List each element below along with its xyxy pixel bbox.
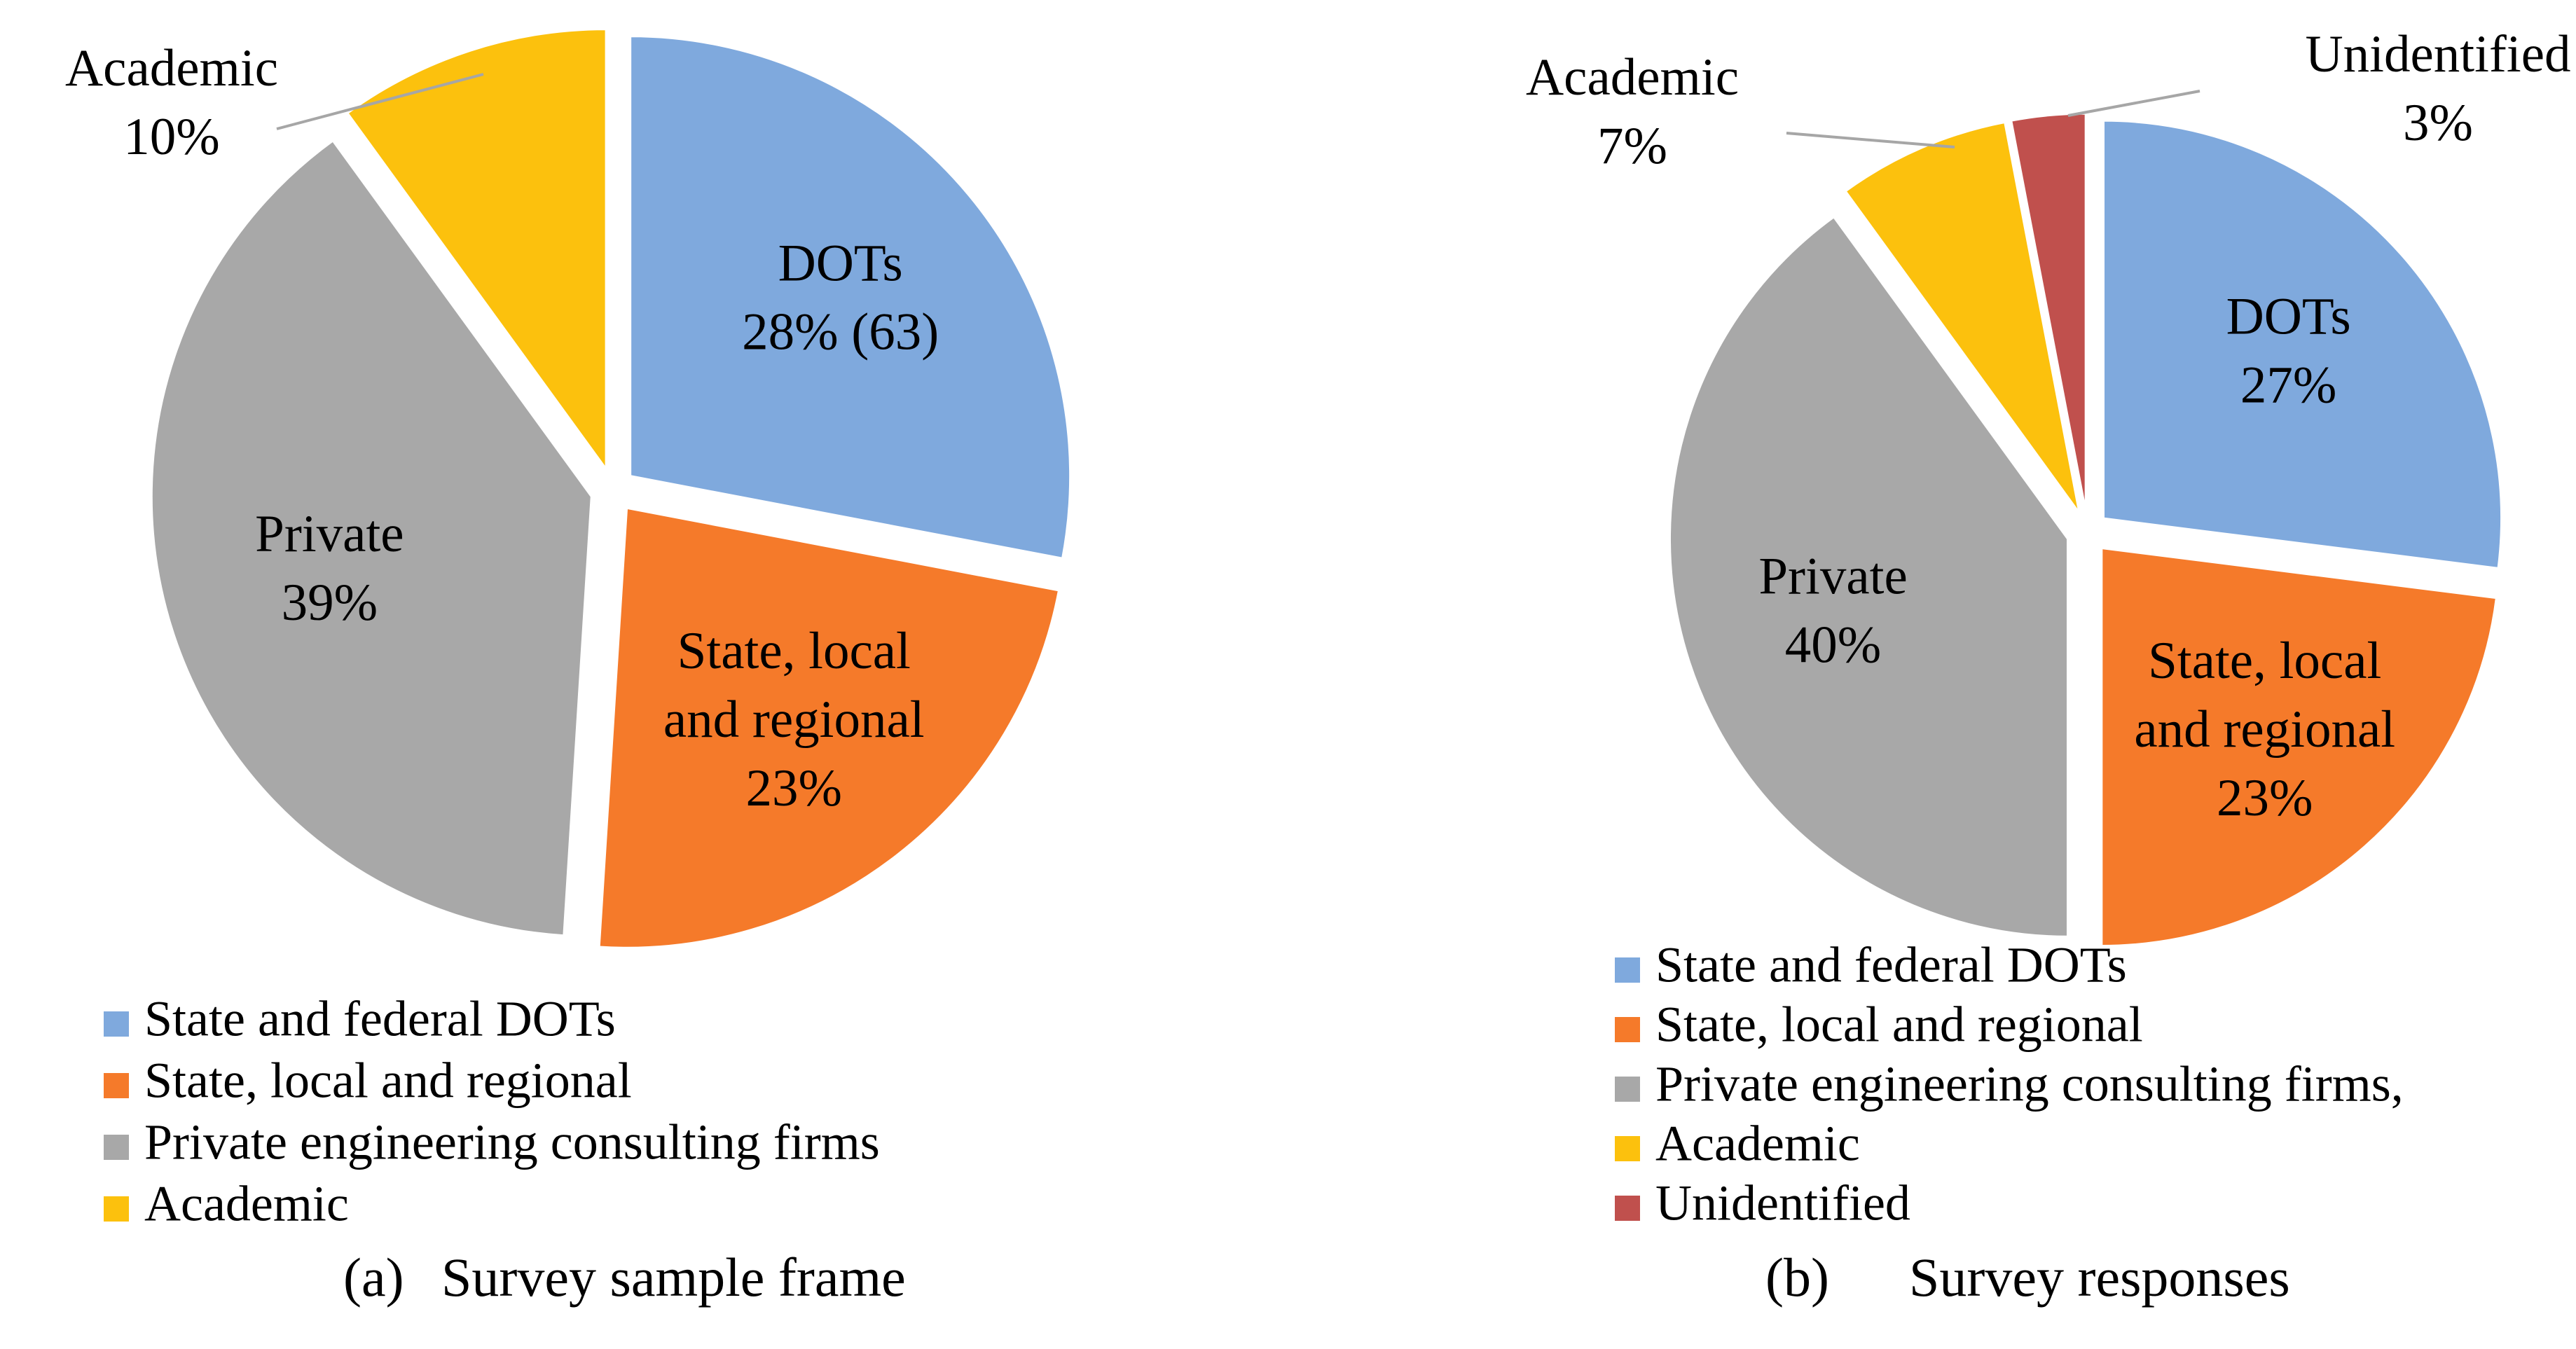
slice-label-academic-line-1: Academic [1526,48,1739,106]
slice-label-private-engineering-consulting-firms-line-1: Private [1758,547,1907,605]
pie-chart-sample-frame: DOTs 28% (63) State, local and regional 23% P… [65,28,1072,1308]
legend-swatch-private-engineering-consulting-firms [104,1135,129,1160]
legend-label-private-engineering-consulting-firms: Private engineering consulting firms, [1655,1056,2404,1112]
pie-slice-state-and-federal-dots [2102,119,2502,570]
legend-label-academic: Academic [144,1176,349,1232]
slice-label-state-and-federal-dots-line-2: 28% (63) [742,303,939,361]
slice-label-academic-line-2: 7% [1597,117,1667,175]
pie-slice-private-engineering-consulting-firms [150,139,593,937]
slice-label-state-and-federal-dots-line-1: DOTs [778,235,903,293]
pie-chart-survey-responses: DOTs 27% State, local and regional 23% Privat… [1526,25,2571,1308]
pie-slice-academic [1844,120,2081,514]
slice-label-private-engineering-consulting-firms-line-1: Private [255,505,404,563]
slice-label-private-engineering-consulting-firms-line-2: 40% [1785,616,1881,674]
pie-slice-academic [345,28,607,473]
legend-label-state-and-federal-dots: State and federal DOTs [1655,937,2127,993]
legend-swatch-academic [1615,1136,1640,1161]
slice-label-unidentified-line-2: 3% [2403,94,2473,152]
legend-label-unidentified: Unidentified [1655,1175,1910,1231]
slice-label-state-and-federal-dots-line-1: DOTs [2226,287,2351,345]
leader-line-academic [1786,132,1955,148]
slice-label-state-and-federal-dots-line-2: 27% [2240,356,2336,414]
slice-label-state-local-and-regional-line-1: State, local [2148,632,2381,690]
legend-swatch-state-local-and-regional [104,1073,129,1098]
slice-label-state-local-and-regional-line-1: State, local [677,622,911,680]
slice-label-state-local-and-regional-line-2: and regional [2134,700,2395,759]
legend-swatch-state-local-and-regional [1615,1017,1640,1042]
legend-swatch-academic [104,1196,129,1222]
pie-slice-state-local-and-regional [598,506,1061,949]
slice-label-state-local-and-regional-line-2: and regional [663,691,925,749]
pie-slice-private-engineering-consulting-firms [1668,215,2069,938]
pie-slice-state-local-and-regional [2100,546,2498,948]
slice-label-state-local-and-regional-line-3: 23% [2217,769,2313,827]
legend-label-state-and-federal-dots: State and federal DOTs [144,991,616,1047]
legend-swatch-private-engineering-consulting-firms [1615,1077,1640,1102]
legend-swatch-unidentified [1615,1196,1640,1221]
legend-label-state-local-and-regional: State, local and regional [144,1053,632,1109]
legend-label-state-local-and-regional: State, local and regional [1655,997,2143,1053]
caption-title: Survey sample frame [441,1247,906,1308]
slice-label-unidentified-line-1: Unidentified [2305,25,2570,83]
caption-letter: (a) [343,1247,404,1308]
slice-label-state-local-and-regional-line-3: 23% [746,759,842,817]
leader-line-academic [276,73,484,130]
caption-title: Survey responses [1909,1247,2290,1308]
slice-label-academic-line-2: 10% [123,108,219,166]
pie-slice-state-and-federal-dots [629,35,1072,560]
leader-line-unidentified [2067,90,2200,117]
legend-swatch-state-and-federal-dots [1615,957,1640,983]
slice-label-academic-line-1: Academic [65,39,278,97]
legend-label-academic: Academic [1655,1116,1860,1172]
legend-label-private-engineering-consulting-firms: Private engineering consulting firms [144,1114,880,1170]
legend-swatch-state-and-federal-dots [104,1011,129,1037]
slice-label-private-engineering-consulting-firms-line-2: 39% [282,574,378,632]
caption-letter: (b) [1765,1247,1829,1308]
